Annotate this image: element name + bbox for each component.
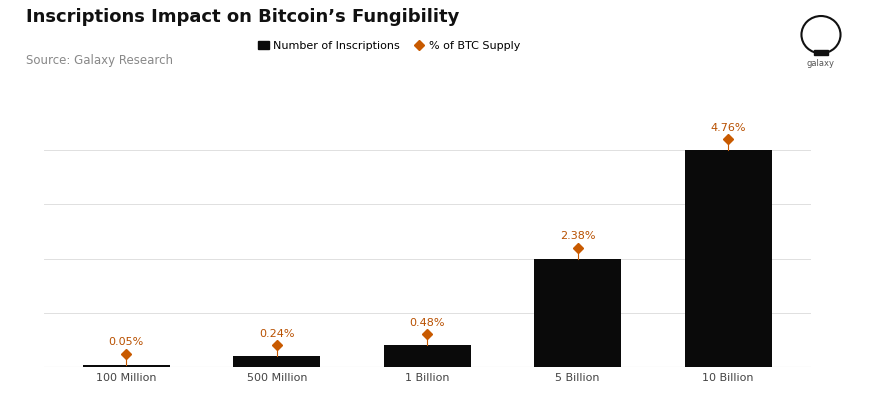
Bar — [233, 356, 320, 367]
Text: Inscriptions Impact on Bitcoin’s Fungibility: Inscriptions Impact on Bitcoin’s Fungibi… — [26, 8, 460, 26]
Bar — [83, 365, 170, 367]
Bar — [535, 259, 622, 367]
Text: 2.38%: 2.38% — [560, 231, 596, 241]
Text: Source: Galaxy Research: Source: Galaxy Research — [26, 54, 174, 67]
Text: 0.48%: 0.48% — [410, 318, 445, 328]
Text: galaxy: galaxy — [807, 59, 835, 68]
Bar — [814, 50, 828, 55]
Text: 0.05%: 0.05% — [109, 337, 144, 347]
Text: 0.24%: 0.24% — [259, 329, 295, 339]
Bar — [685, 150, 772, 367]
Legend: Number of Inscriptions, % of BTC Supply: Number of Inscriptions, % of BTC Supply — [253, 36, 525, 55]
Bar — [384, 345, 471, 367]
Text: 4.76%: 4.76% — [711, 123, 746, 133]
